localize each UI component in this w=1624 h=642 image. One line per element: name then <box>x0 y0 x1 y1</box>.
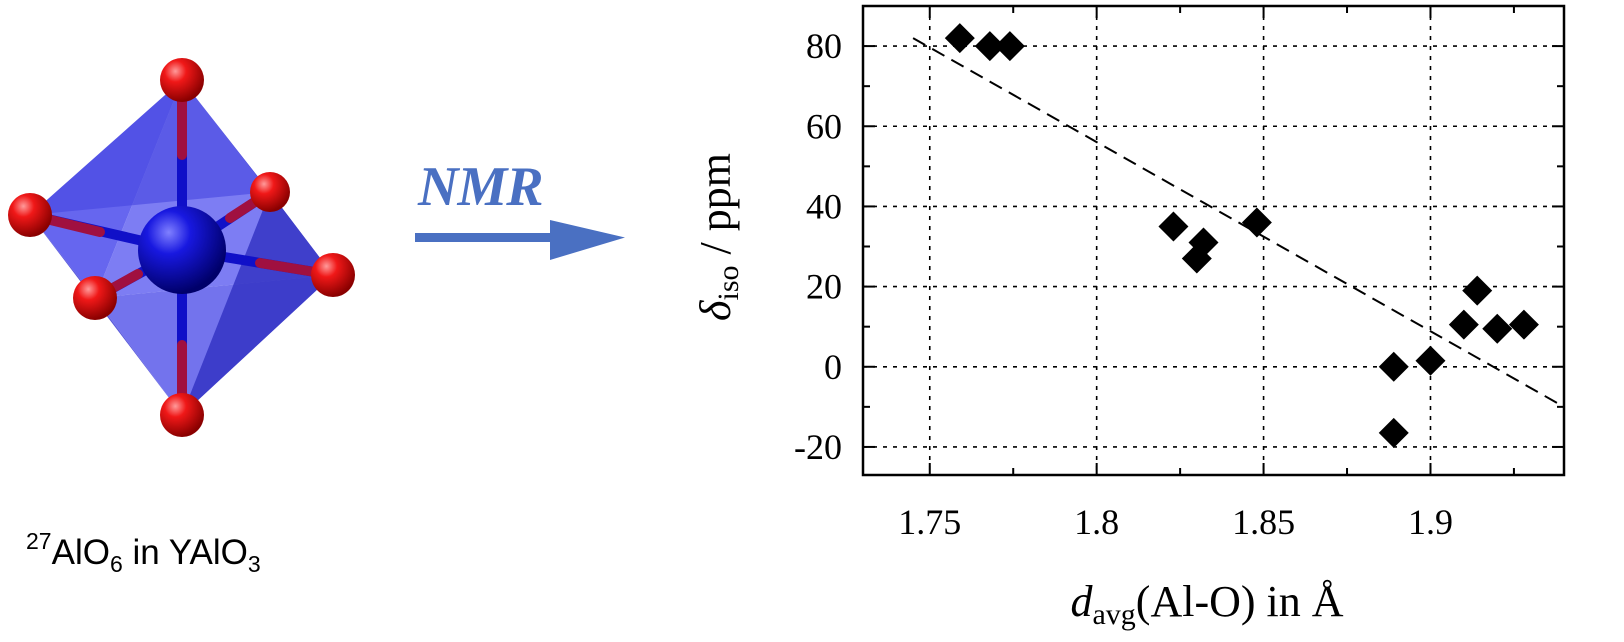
x-axis-label: davg(Al-O) in Å <box>1070 577 1343 631</box>
aluminum-atom <box>138 206 226 294</box>
y-tick-label-2: 20 <box>806 267 842 307</box>
plot-frame <box>861 4 1566 477</box>
y-tick-label-3: 40 <box>806 186 842 226</box>
x-tick-label-3: 1.9 <box>1408 502 1453 542</box>
data-point-7 <box>1378 351 1409 382</box>
oxygen-atom-back-right <box>250 172 290 212</box>
data-point-9 <box>1415 345 1446 376</box>
oxygen-atom-bottom <box>160 393 204 437</box>
oxygen-atom-top <box>160 58 204 102</box>
x-tick-label-2: 1.85 <box>1232 502 1295 542</box>
data-points <box>944 23 1539 448</box>
y-tick-label-5: 80 <box>806 26 842 66</box>
x-tick-label-0: 1.75 <box>898 502 961 542</box>
alo6-octahedron-illustration <box>8 58 355 437</box>
y-axis-label: δiso / ppm <box>691 153 745 321</box>
data-point-11 <box>1462 275 1493 306</box>
chart-grid <box>863 6 1564 475</box>
caption-subscript-2: 3 <box>247 551 261 577</box>
data-point-8 <box>1378 417 1409 448</box>
data-point-6 <box>1241 207 1272 238</box>
molecule-caption: 27AlO6 in YAlO3 <box>26 528 261 578</box>
data-point-3 <box>1158 211 1189 242</box>
caption-subscript-1: 6 <box>109 551 123 577</box>
caption-element: AlO <box>51 533 110 572</box>
oxygen-atom-right <box>311 253 355 297</box>
data-point-13 <box>1508 309 1539 340</box>
data-point-2 <box>994 31 1025 62</box>
nmr-label: NMR <box>418 156 544 218</box>
data-point-0 <box>944 23 975 54</box>
y-tick-label-4: 60 <box>806 106 842 146</box>
fit-line <box>912 37 1565 408</box>
right-arrow-icon <box>415 220 625 260</box>
data-point-1 <box>974 31 1005 62</box>
y-tick-label-1: 0 <box>824 347 842 387</box>
data-point-10 <box>1448 309 1479 340</box>
oxygen-atom-left <box>8 193 52 237</box>
isotope-number: 27 <box>26 528 52 554</box>
caption-middle: in YAlO <box>122 533 248 572</box>
x-tick-label-1: 1.8 <box>1074 502 1119 542</box>
oxygen-atom-front-left <box>73 276 117 320</box>
fit-line-group <box>912 37 1565 408</box>
data-point-12 <box>1482 313 1513 344</box>
data-point-5 <box>1188 227 1219 258</box>
y-tick-label-0: -20 <box>794 427 842 467</box>
axis-ticks: 1.75 1.8 1.85 1.9 -20 0 20 40 60 80 <box>794 5 1564 542</box>
